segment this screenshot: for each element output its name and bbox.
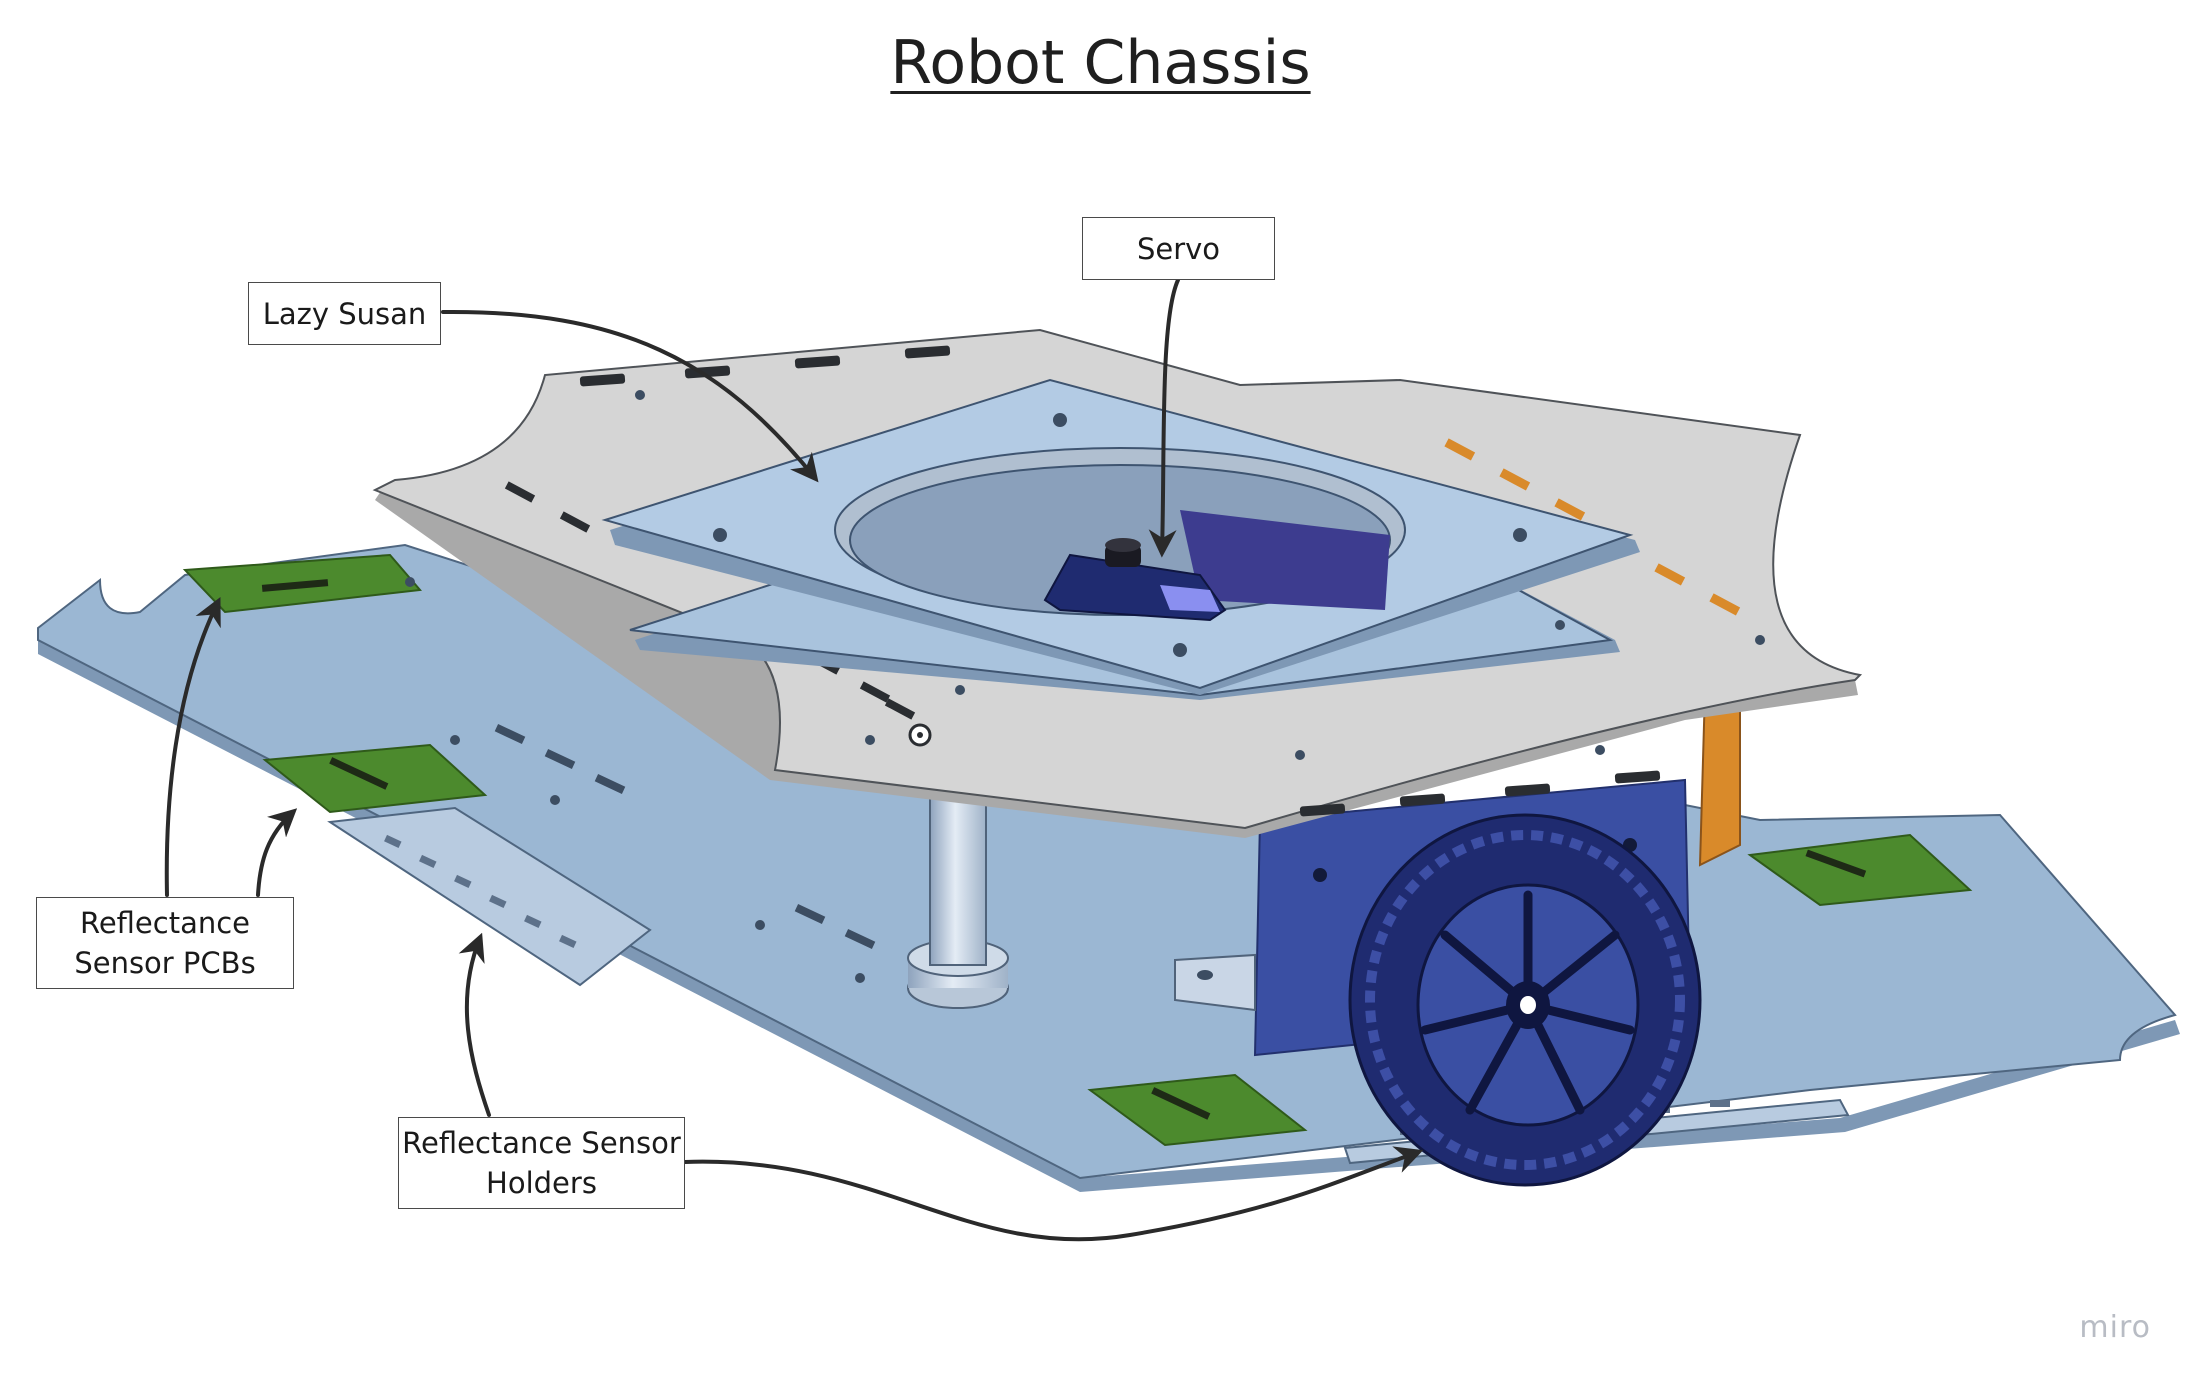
servo (1043, 538, 1227, 622)
leader-lines (164, 278, 1424, 1242)
sensor-pcbs (182, 553, 1973, 1147)
label-reflectance-pcbs: Reflectance Sensor PCBs (36, 897, 294, 989)
base-plate-holes (405, 577, 876, 983)
arrow-lazy-susan (441, 309, 819, 483)
arrow-holder-left (458, 932, 491, 1117)
label-lazy-susan: Lazy Susan (248, 282, 441, 345)
arrow-servo (1148, 278, 1180, 558)
arrow-holder-right (683, 1146, 1424, 1242)
sensor-holder-left (327, 806, 652, 987)
page-title: Robot Chassis (890, 28, 1311, 98)
label-reflectance-holders: Reflectance Sensor Holders (398, 1117, 685, 1209)
arrow-pcb-upper (164, 596, 221, 897)
arrow-pcb-lower (256, 808, 298, 897)
miro-watermark: miro (2079, 1310, 2151, 1345)
wheel (1348, 813, 1702, 1187)
label-servo: Servo (1082, 217, 1275, 280)
